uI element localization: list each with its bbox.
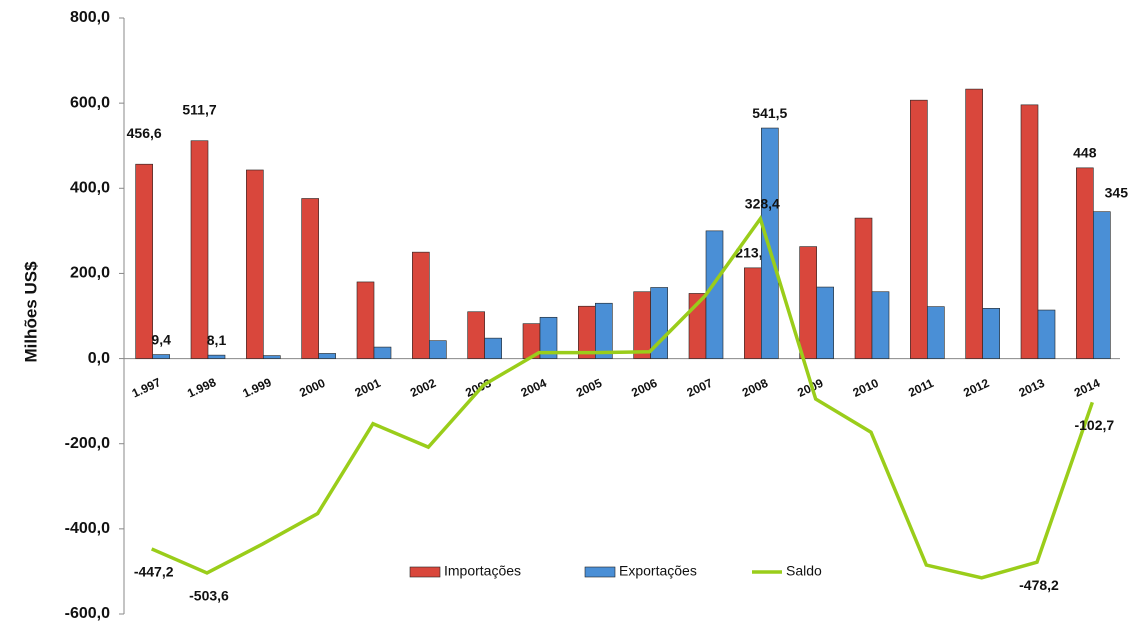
x-tick-label: 2011	[906, 376, 936, 400]
y-tick-label: 200,0	[70, 265, 110, 282]
bar	[152, 354, 170, 359]
data-label: -102,7	[1074, 417, 1114, 433]
bar	[318, 353, 336, 359]
bar	[207, 354, 226, 359]
bar	[356, 281, 375, 359]
x-tick-label: 1.998	[185, 375, 218, 401]
y-tick-label: 600,0	[70, 94, 110, 111]
bar	[965, 88, 983, 359]
y-axis-label: Milhões US$	[21, 261, 40, 363]
bar	[263, 355, 281, 359]
bar	[412, 251, 430, 359]
bar	[373, 346, 392, 359]
x-tick-label: 2001	[353, 376, 383, 400]
bar	[633, 291, 651, 359]
bar	[484, 337, 502, 359]
x-tick-label: 2012	[961, 376, 991, 400]
data-label: 345	[1105, 184, 1129, 200]
bar	[816, 286, 834, 359]
y-tick-label: -400,0	[65, 520, 110, 537]
data-label: 8,1	[207, 332, 227, 348]
data-label: -478,2	[1019, 577, 1059, 593]
x-tick-label: 1.999	[240, 375, 273, 401]
y-tick-label: 0,0	[88, 350, 110, 367]
x-tick-label: 2006	[629, 376, 659, 400]
y-tick-label: 400,0	[70, 180, 110, 197]
bar	[1020, 104, 1039, 359]
bar	[1076, 167, 1094, 359]
y-tick-label: -600,0	[65, 605, 110, 622]
bar	[301, 198, 319, 359]
bar	[705, 230, 724, 359]
x-tick-label: 2010	[851, 376, 881, 400]
data-label: 328,4	[745, 195, 780, 211]
data-label: 456,6	[127, 125, 162, 141]
y-tick-label: -200,0	[65, 435, 110, 452]
bar	[578, 305, 596, 359]
bar	[650, 287, 668, 359]
data-label: 448	[1073, 145, 1097, 161]
data-label: -447,2	[134, 564, 174, 580]
y-tick-label: 800,0	[70, 9, 110, 26]
legend-swatch	[409, 566, 441, 578]
x-tick-label: 2005	[574, 376, 604, 400]
line	[150, 214, 1094, 580]
bar	[595, 302, 613, 359]
data-label: 511,7	[182, 101, 216, 117]
bar	[761, 127, 779, 359]
bar	[1037, 309, 1056, 359]
data-label: 9,4	[151, 331, 171, 347]
x-tick-label: 2003	[463, 376, 493, 400]
bar	[744, 267, 762, 359]
bar	[539, 316, 558, 359]
bar	[135, 163, 153, 359]
bar	[429, 340, 447, 359]
bar	[190, 140, 209, 359]
bar	[927, 306, 945, 359]
data-label: 541,5	[752, 105, 787, 121]
bar	[871, 291, 890, 359]
data-label: -503,6	[189, 588, 229, 604]
x-tick-label: 2000	[297, 376, 327, 400]
x-tick-label: 2014	[1072, 376, 1102, 400]
x-tick-label: 2008	[740, 376, 770, 400]
bar	[910, 99, 928, 359]
bar	[799, 246, 817, 359]
bar	[854, 217, 873, 359]
x-tick-label: 2007	[685, 376, 715, 400]
x-tick-label: 1.997	[130, 375, 163, 401]
bar	[1093, 211, 1111, 359]
legend-label: Saldo	[786, 563, 822, 579]
x-tick-label: 2002	[408, 376, 438, 400]
bar	[982, 308, 1000, 359]
x-tick-label: 2013	[1017, 376, 1047, 400]
bar	[246, 169, 264, 359]
legend-label: Exportações	[619, 563, 697, 579]
legend-label: Importações	[444, 563, 521, 579]
x-tick-label: 2004	[519, 376, 549, 400]
bar	[467, 311, 485, 359]
legend-swatch	[584, 566, 616, 578]
